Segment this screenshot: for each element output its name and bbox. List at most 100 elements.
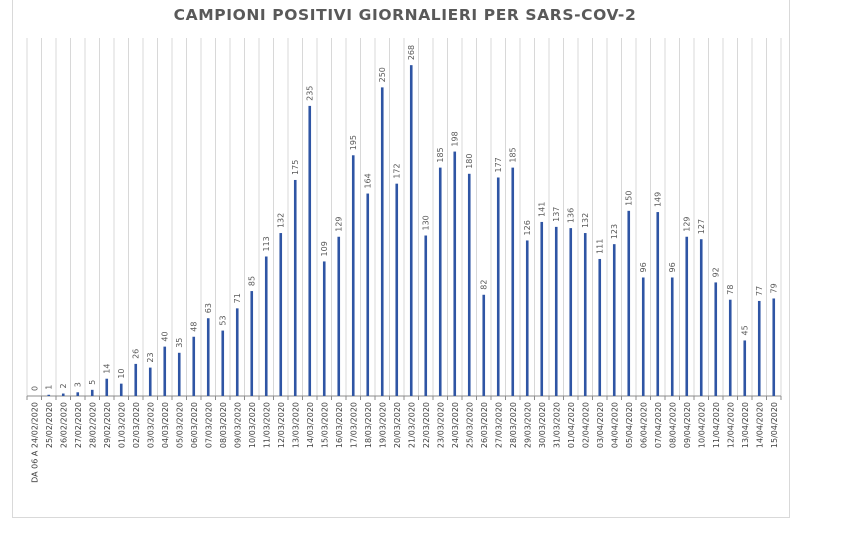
chart-frame bbox=[12, 0, 790, 518]
bar bbox=[293, 179, 297, 396]
bar bbox=[366, 193, 370, 396]
data-label: 268 bbox=[407, 45, 416, 60]
data-label: 53 bbox=[219, 315, 228, 325]
x-tick-label: 07/04/2020 bbox=[654, 402, 663, 448]
bar bbox=[467, 173, 471, 396]
bar bbox=[90, 389, 94, 396]
x-tick-label: 02/03/2020 bbox=[132, 402, 141, 448]
bar bbox=[583, 233, 587, 396]
data-label: 71 bbox=[233, 293, 242, 303]
bar bbox=[105, 378, 109, 396]
bar bbox=[496, 177, 500, 396]
x-tick-label: DA 06 A 24/02/2020 bbox=[30, 402, 39, 483]
bar bbox=[554, 226, 558, 396]
x-tick-label: 20/03/2020 bbox=[393, 402, 402, 448]
x-tick-label: 26/02/2020 bbox=[59, 402, 68, 448]
x-tick-label: 01/04/2020 bbox=[567, 402, 576, 448]
bar bbox=[192, 336, 196, 396]
data-label: 1 bbox=[45, 385, 54, 390]
data-label: 132 bbox=[277, 213, 286, 228]
x-tick-label: 12/03/2020 bbox=[277, 402, 286, 448]
bar bbox=[772, 298, 776, 396]
x-tick-label: 15/04/2020 bbox=[770, 402, 779, 448]
x-tick-label: 30/03/2020 bbox=[538, 402, 547, 448]
bar bbox=[250, 291, 254, 396]
x-tick-label: 05/03/2020 bbox=[175, 402, 184, 448]
bar bbox=[308, 105, 312, 397]
bar bbox=[656, 212, 660, 396]
data-label: 130 bbox=[422, 215, 431, 230]
bar bbox=[612, 244, 616, 396]
x-tick-label: 19/03/2020 bbox=[378, 402, 387, 448]
data-label: 129 bbox=[683, 216, 692, 231]
x-tick-label: 01/03/2020 bbox=[117, 402, 126, 448]
data-label: 96 bbox=[668, 262, 677, 272]
x-tick-label: 08/03/2020 bbox=[219, 402, 228, 448]
data-label: 164 bbox=[364, 173, 373, 188]
bar bbox=[163, 346, 167, 396]
data-label: 79 bbox=[770, 283, 779, 293]
data-label: 14 bbox=[103, 364, 112, 374]
bar bbox=[61, 393, 65, 396]
x-tick-label: 14/04/2020 bbox=[755, 402, 764, 448]
data-label: 137 bbox=[552, 207, 561, 222]
data-label: 2 bbox=[59, 383, 68, 388]
x-tick-label: 28/02/2020 bbox=[88, 402, 97, 448]
bar bbox=[540, 221, 544, 396]
bar bbox=[627, 210, 631, 396]
bar bbox=[235, 308, 239, 396]
bar bbox=[685, 236, 689, 396]
x-tick-label: 16/03/2020 bbox=[335, 402, 344, 448]
bar bbox=[525, 240, 529, 396]
bar bbox=[351, 155, 355, 396]
data-label: 195 bbox=[349, 135, 358, 150]
data-label: 129 bbox=[335, 216, 344, 231]
bar bbox=[206, 318, 210, 396]
data-label: 113 bbox=[262, 236, 271, 251]
chart-title: CAMPIONI POSITIVI GIORNALIERI PER SARS-C… bbox=[173, 6, 637, 24]
data-label: 3 bbox=[74, 382, 83, 387]
x-tick-label: 26/03/2020 bbox=[480, 402, 489, 448]
x-tick-label: 29/02/2020 bbox=[103, 402, 112, 448]
bar bbox=[482, 294, 486, 396]
bar bbox=[598, 258, 602, 396]
bar bbox=[424, 235, 428, 396]
bar bbox=[714, 282, 718, 396]
bar bbox=[134, 363, 138, 396]
data-label: 172 bbox=[393, 163, 402, 178]
x-tick-label: 29/03/2020 bbox=[523, 402, 532, 448]
x-tick-label: 03/03/2020 bbox=[146, 402, 155, 448]
bar bbox=[699, 239, 703, 396]
x-tick-label: 27/02/2020 bbox=[74, 402, 83, 448]
bar bbox=[119, 383, 123, 396]
data-label: 250 bbox=[378, 67, 387, 82]
bar bbox=[757, 300, 761, 396]
x-tick-label: 11/03/2020 bbox=[262, 402, 271, 448]
data-label: 78 bbox=[726, 285, 735, 295]
bar bbox=[76, 392, 80, 396]
bar bbox=[743, 340, 747, 396]
x-tick-label: 05/04/2020 bbox=[625, 402, 634, 448]
data-label: 23 bbox=[146, 352, 155, 362]
x-tick-label: 02/04/2020 bbox=[581, 402, 590, 448]
data-label: 180 bbox=[465, 154, 474, 169]
data-label: 109 bbox=[320, 241, 329, 256]
x-tick-label: 07/03/2020 bbox=[204, 402, 213, 448]
data-label: 185 bbox=[509, 147, 518, 162]
data-label: 63 bbox=[204, 303, 213, 313]
x-tick-label: 27/03/2020 bbox=[494, 402, 503, 448]
data-label: 126 bbox=[523, 220, 532, 235]
bar bbox=[409, 65, 413, 396]
data-label: 85 bbox=[248, 276, 257, 286]
data-label: 26 bbox=[132, 349, 141, 359]
x-tick-label: 10/04/2020 bbox=[697, 402, 706, 448]
bar bbox=[380, 87, 384, 397]
bar bbox=[177, 352, 181, 396]
bar bbox=[670, 277, 674, 396]
bar bbox=[641, 277, 645, 396]
x-tick-label: 17/03/2020 bbox=[349, 402, 358, 448]
x-tick-label: 12/04/2020 bbox=[726, 402, 735, 448]
bar bbox=[438, 167, 442, 396]
x-tick-label: 22/03/2020 bbox=[422, 402, 431, 448]
bar bbox=[728, 299, 732, 396]
